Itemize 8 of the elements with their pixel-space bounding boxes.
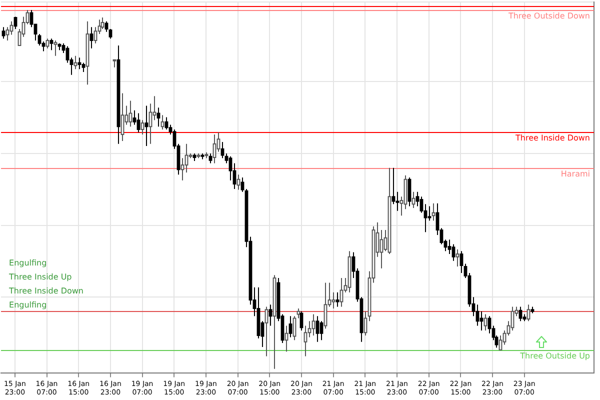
annotation: Three Inside Down (8, 286, 84, 296)
annotation: Engulfing (9, 300, 47, 310)
ref-line-label: Three Inside Down (514, 134, 590, 143)
annotation: Three Inside Up (8, 272, 72, 282)
ref-line-label: Three Outside Up (519, 352, 590, 361)
annotation: Engulfing (9, 258, 47, 268)
ref-line-label: Harami (560, 170, 590, 179)
ref-line-label: Three Outside Down (507, 12, 590, 21)
